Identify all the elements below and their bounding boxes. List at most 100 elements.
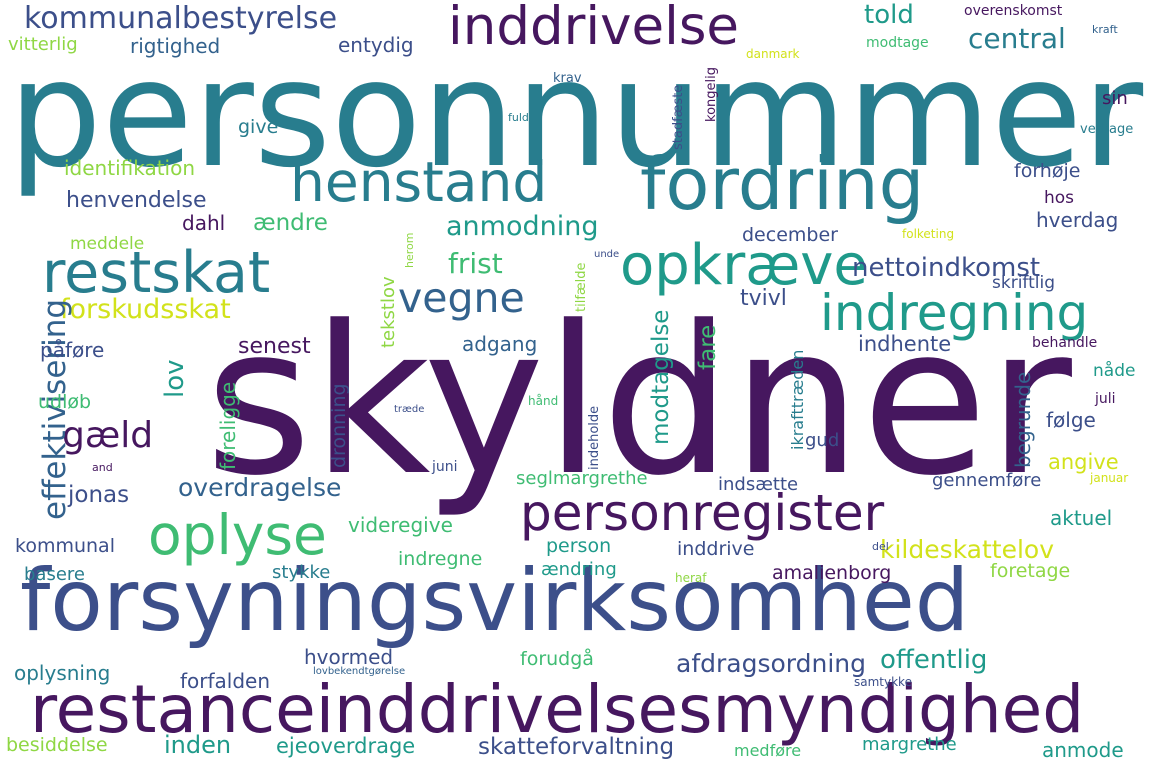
word-37: ændre xyxy=(253,210,328,236)
word-97: forudgå xyxy=(520,648,594,670)
word-27: fuld xyxy=(508,111,529,124)
word-86: del xyxy=(872,540,889,553)
word-80: gennemføre xyxy=(932,470,1042,491)
word-81: aktuel xyxy=(1050,506,1113,530)
word-61: nåde xyxy=(1093,361,1136,381)
word-69: gud xyxy=(805,430,840,451)
word-21: kraft xyxy=(1092,23,1118,36)
word-91: ændring xyxy=(541,559,617,580)
word-82: videregive xyxy=(348,513,453,537)
word-4: fordring xyxy=(640,142,925,226)
word-42: herom xyxy=(403,232,416,268)
word-109: anmode xyxy=(1042,738,1124,762)
word-94: foretage xyxy=(990,560,1071,582)
word-49: forskudsskat xyxy=(60,294,231,325)
word-62: udløb xyxy=(38,391,92,413)
word-101: lovbekendtgørelse xyxy=(313,666,406,677)
word-19: central xyxy=(968,22,1066,55)
word-85: kildeskattelov xyxy=(880,535,1055,564)
word-13: gæld xyxy=(62,415,154,456)
word-44: tilfælde xyxy=(574,262,589,312)
word-38: anmodning xyxy=(446,211,599,242)
word-28: sin xyxy=(1102,88,1128,109)
word-84: inddrive xyxy=(677,538,755,560)
word-9: inddrivelse xyxy=(448,0,740,57)
word-72: and xyxy=(92,461,113,474)
word-16: entydig xyxy=(338,33,414,57)
word-10: personregister xyxy=(520,484,885,542)
word-46: skriftlig xyxy=(992,273,1056,293)
word-15: rigtighed xyxy=(130,34,221,58)
word-57: modtagelse xyxy=(648,309,674,445)
word-11: oplyse xyxy=(148,503,327,567)
word-59: indhente xyxy=(858,332,952,356)
word-87: kommunal xyxy=(15,535,115,557)
word-48: nettoindkomst xyxy=(852,253,1041,283)
word-3: restanceinddrivelsesmyndighed xyxy=(30,671,1085,748)
word-35: hos xyxy=(1044,188,1075,208)
word-32: henvendelse xyxy=(66,188,207,213)
word-56: adgang xyxy=(462,332,538,356)
word-34: forhøje xyxy=(1014,160,1081,182)
word-41: meddele xyxy=(70,234,145,254)
word-36: hverdag xyxy=(1036,208,1119,232)
word-29: vedtage xyxy=(1080,122,1134,137)
word-54: påføre xyxy=(40,338,105,362)
word-7: opkræve xyxy=(620,233,868,298)
word-76: jonas xyxy=(68,482,130,508)
word-1: skyldner xyxy=(205,283,1072,521)
word-18: told xyxy=(864,0,914,30)
word-17: vitterlig xyxy=(8,34,78,55)
word-66: hånd xyxy=(528,394,559,408)
word-105: ejeoverdrage xyxy=(276,734,416,758)
word-92: heraf xyxy=(675,571,707,585)
word-23: danmark xyxy=(746,47,800,61)
word-78: seglmargrethe xyxy=(516,468,648,489)
word-65: træde xyxy=(394,404,425,415)
word-63: foreligge xyxy=(216,381,240,470)
word-106: skatteforvaltning xyxy=(478,734,675,760)
word-107: medføre xyxy=(734,741,802,760)
word-93: amalienborg xyxy=(772,562,892,584)
word-90: indregne xyxy=(398,548,483,570)
word-89: stykke xyxy=(272,562,331,583)
word-96: oplysning xyxy=(14,661,111,685)
word-12: vegne xyxy=(398,274,525,322)
word-25: kongelig xyxy=(704,67,719,122)
word-0: personnummer xyxy=(8,28,1144,200)
word-77: overdragelse xyxy=(178,473,342,502)
word-102: samtykke xyxy=(854,675,912,689)
word-70: følge xyxy=(1046,408,1096,432)
word-71: begrunde xyxy=(1011,371,1035,468)
word-74: angive xyxy=(1048,450,1119,474)
word-43: tekstlov xyxy=(378,276,399,348)
word-51: lov xyxy=(160,359,190,398)
word-30: identifikation xyxy=(64,156,196,180)
word-6: restskat xyxy=(42,240,271,306)
word-103: besiddelse xyxy=(6,734,108,756)
word-64: dronning xyxy=(328,383,350,468)
word-55: senest xyxy=(238,334,311,359)
word-99: offentlig xyxy=(880,645,988,675)
word-47: frist xyxy=(448,247,503,280)
word-22: modtage xyxy=(866,35,929,51)
word-67: indeholde xyxy=(587,405,602,470)
word-83: person xyxy=(546,535,612,557)
word-95: hvormed xyxy=(304,645,394,669)
word-33: dahl xyxy=(182,211,226,235)
word-104: inden xyxy=(164,731,232,759)
word-2: forsyningsvirksomhed xyxy=(20,551,970,651)
word-40: folketing xyxy=(902,227,955,241)
word-108: margrethe xyxy=(862,734,957,755)
word-79: indsætte xyxy=(718,474,799,495)
word-20: overenskomst xyxy=(964,3,1063,19)
word-45: unde xyxy=(594,249,620,260)
word-14: kommunalbestyrelse xyxy=(24,1,338,36)
word-24: krav xyxy=(553,71,582,86)
word-98: afdragsordning xyxy=(676,649,866,678)
word-88: basere xyxy=(24,564,85,585)
word-8: indregning xyxy=(820,284,1089,342)
word-26: stadfæste xyxy=(671,84,686,150)
word-73: juni xyxy=(432,459,458,475)
